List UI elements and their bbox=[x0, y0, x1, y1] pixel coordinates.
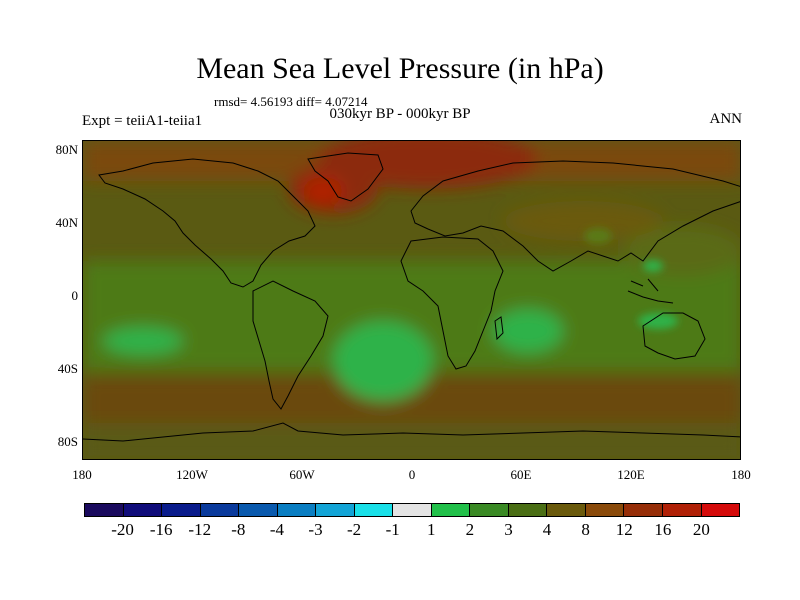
x-tick-label: 180 bbox=[72, 467, 92, 482]
colorbar-label: 12 bbox=[615, 520, 633, 539]
colorbar-swatch bbox=[85, 504, 124, 516]
colorbar-swatch bbox=[585, 504, 625, 516]
colorbar-label: -2 bbox=[347, 520, 362, 539]
colorbar-swatch bbox=[277, 504, 317, 516]
colorbar-label: 1 bbox=[427, 520, 436, 539]
colorbar-swatch bbox=[162, 504, 201, 516]
y-tick-label: 80N bbox=[55, 142, 78, 157]
antarctica-coast bbox=[83, 422, 740, 442]
colorbar-swatch bbox=[547, 504, 586, 516]
colorbar-label: 20 bbox=[692, 520, 710, 539]
colorbar-swatch bbox=[316, 504, 355, 516]
madagascar-coast bbox=[494, 316, 504, 341]
colorbar-label: 4 bbox=[542, 520, 552, 539]
x-tick-label: 120W bbox=[176, 467, 208, 482]
colorbar-label: -12 bbox=[188, 520, 212, 539]
colorbar-swatch bbox=[662, 504, 702, 516]
colorbar-swatch bbox=[624, 504, 663, 516]
australia-coast bbox=[642, 312, 706, 360]
colorbar-swatch bbox=[354, 504, 394, 516]
field-asia-moderate bbox=[503, 201, 663, 241]
period-label: 030kyr BP - 000kyr BP bbox=[329, 106, 471, 122]
coastlines bbox=[83, 152, 740, 442]
x-tick-label: 0 bbox=[408, 467, 416, 482]
chart-title: Mean Sea Level Pressure (in hPa) bbox=[196, 52, 604, 85]
colorbar-label: -4 bbox=[269, 520, 285, 539]
field-south-atlantic-low bbox=[333, 321, 433, 401]
indonesia-coast bbox=[627, 278, 674, 304]
field-indian-ocean-low bbox=[493, 309, 563, 353]
colorbar-label: -20 bbox=[111, 520, 134, 539]
field-south-pacific-low bbox=[103, 327, 183, 355]
colorbar-swatch bbox=[200, 504, 240, 516]
colorbar-swatch bbox=[470, 504, 509, 516]
x-tick-label: 60E bbox=[510, 467, 532, 482]
x-tick-label: 120E bbox=[617, 467, 645, 482]
colorbar-swatch bbox=[393, 504, 432, 516]
colorbar-label: -16 bbox=[149, 520, 173, 539]
colorbar-label: -1 bbox=[385, 520, 400, 539]
greenland-coast bbox=[307, 152, 384, 202]
x-tick-label: 180 bbox=[731, 467, 751, 482]
y-tick-label: 0 bbox=[71, 288, 79, 303]
colorbar-label: 8 bbox=[581, 520, 590, 539]
y-tick-label: 40N bbox=[55, 215, 78, 230]
colorbar-label: 2 bbox=[465, 520, 475, 539]
colorbar-label: -3 bbox=[308, 520, 323, 539]
field-arctic-high bbox=[318, 141, 538, 189]
africa-coast bbox=[400, 236, 504, 370]
colorbar-label: 16 bbox=[654, 520, 672, 539]
x-tick-label: 60W bbox=[289, 467, 315, 482]
field-hotspots bbox=[584, 228, 678, 329]
field-arabian-low bbox=[584, 228, 612, 244]
south-america-coast bbox=[252, 280, 329, 410]
y-tick-label: 80S bbox=[57, 434, 78, 449]
colorbar-swatch bbox=[508, 504, 548, 516]
colorbar bbox=[84, 503, 740, 517]
colorbar-label: 3 bbox=[504, 520, 513, 539]
field-greenland-peak bbox=[303, 177, 343, 205]
field-australia-low bbox=[638, 313, 678, 329]
colorbar-swatch bbox=[123, 504, 163, 516]
experiment-label: Expt = teiiA1-teiia1 bbox=[82, 113, 203, 129]
stats-text: rmsd= 4.56193 diff= 4.07214 bbox=[214, 94, 368, 109]
north-america-coast bbox=[98, 158, 316, 288]
y-tick-label: 40S bbox=[57, 361, 78, 376]
colorbar-swatch bbox=[431, 504, 471, 516]
season-label: ANN bbox=[709, 111, 743, 127]
colorbar-label: -8 bbox=[231, 520, 246, 539]
colorbar-swatch bbox=[239, 504, 278, 516]
pressure-anomaly-map bbox=[83, 141, 740, 459]
colorbar-swatch bbox=[701, 504, 740, 516]
field-west-pacific-low bbox=[643, 260, 663, 272]
map-panel bbox=[82, 140, 741, 460]
field-antarctic-band bbox=[83, 423, 740, 459]
eurasia-coast bbox=[410, 160, 740, 272]
